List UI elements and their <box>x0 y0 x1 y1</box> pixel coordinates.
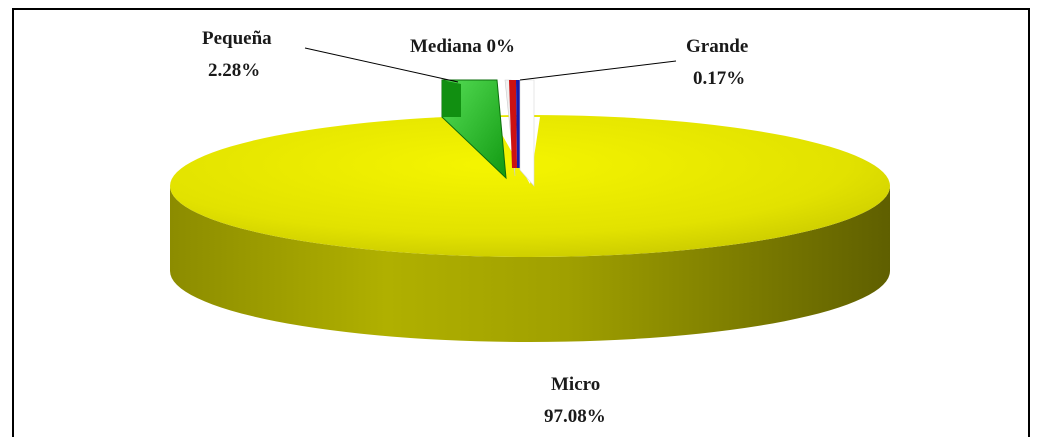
label-pequena-value: 2.28% <box>208 60 260 81</box>
pie-slice-pequena-side <box>442 80 461 117</box>
label-micro-value: 97.08% <box>544 406 606 427</box>
label-grande-value: 0.17% <box>693 68 745 89</box>
label-mediana: Mediana 0% <box>410 36 515 57</box>
label-pequena-name: Pequeña <box>202 28 272 49</box>
pie-slice-micro <box>170 115 890 257</box>
pie-slice-grande <box>509 80 517 168</box>
label-micro-name: Micro <box>551 374 600 395</box>
pie-slice-wall <box>519 79 535 187</box>
leader-line-pequena <box>304 47 459 83</box>
label-grande-name: Grande <box>686 36 748 57</box>
pie-slice-micro-side <box>170 186 890 342</box>
pie-slice-grande-side <box>516 80 520 168</box>
leader-line-grande <box>519 60 677 81</box>
